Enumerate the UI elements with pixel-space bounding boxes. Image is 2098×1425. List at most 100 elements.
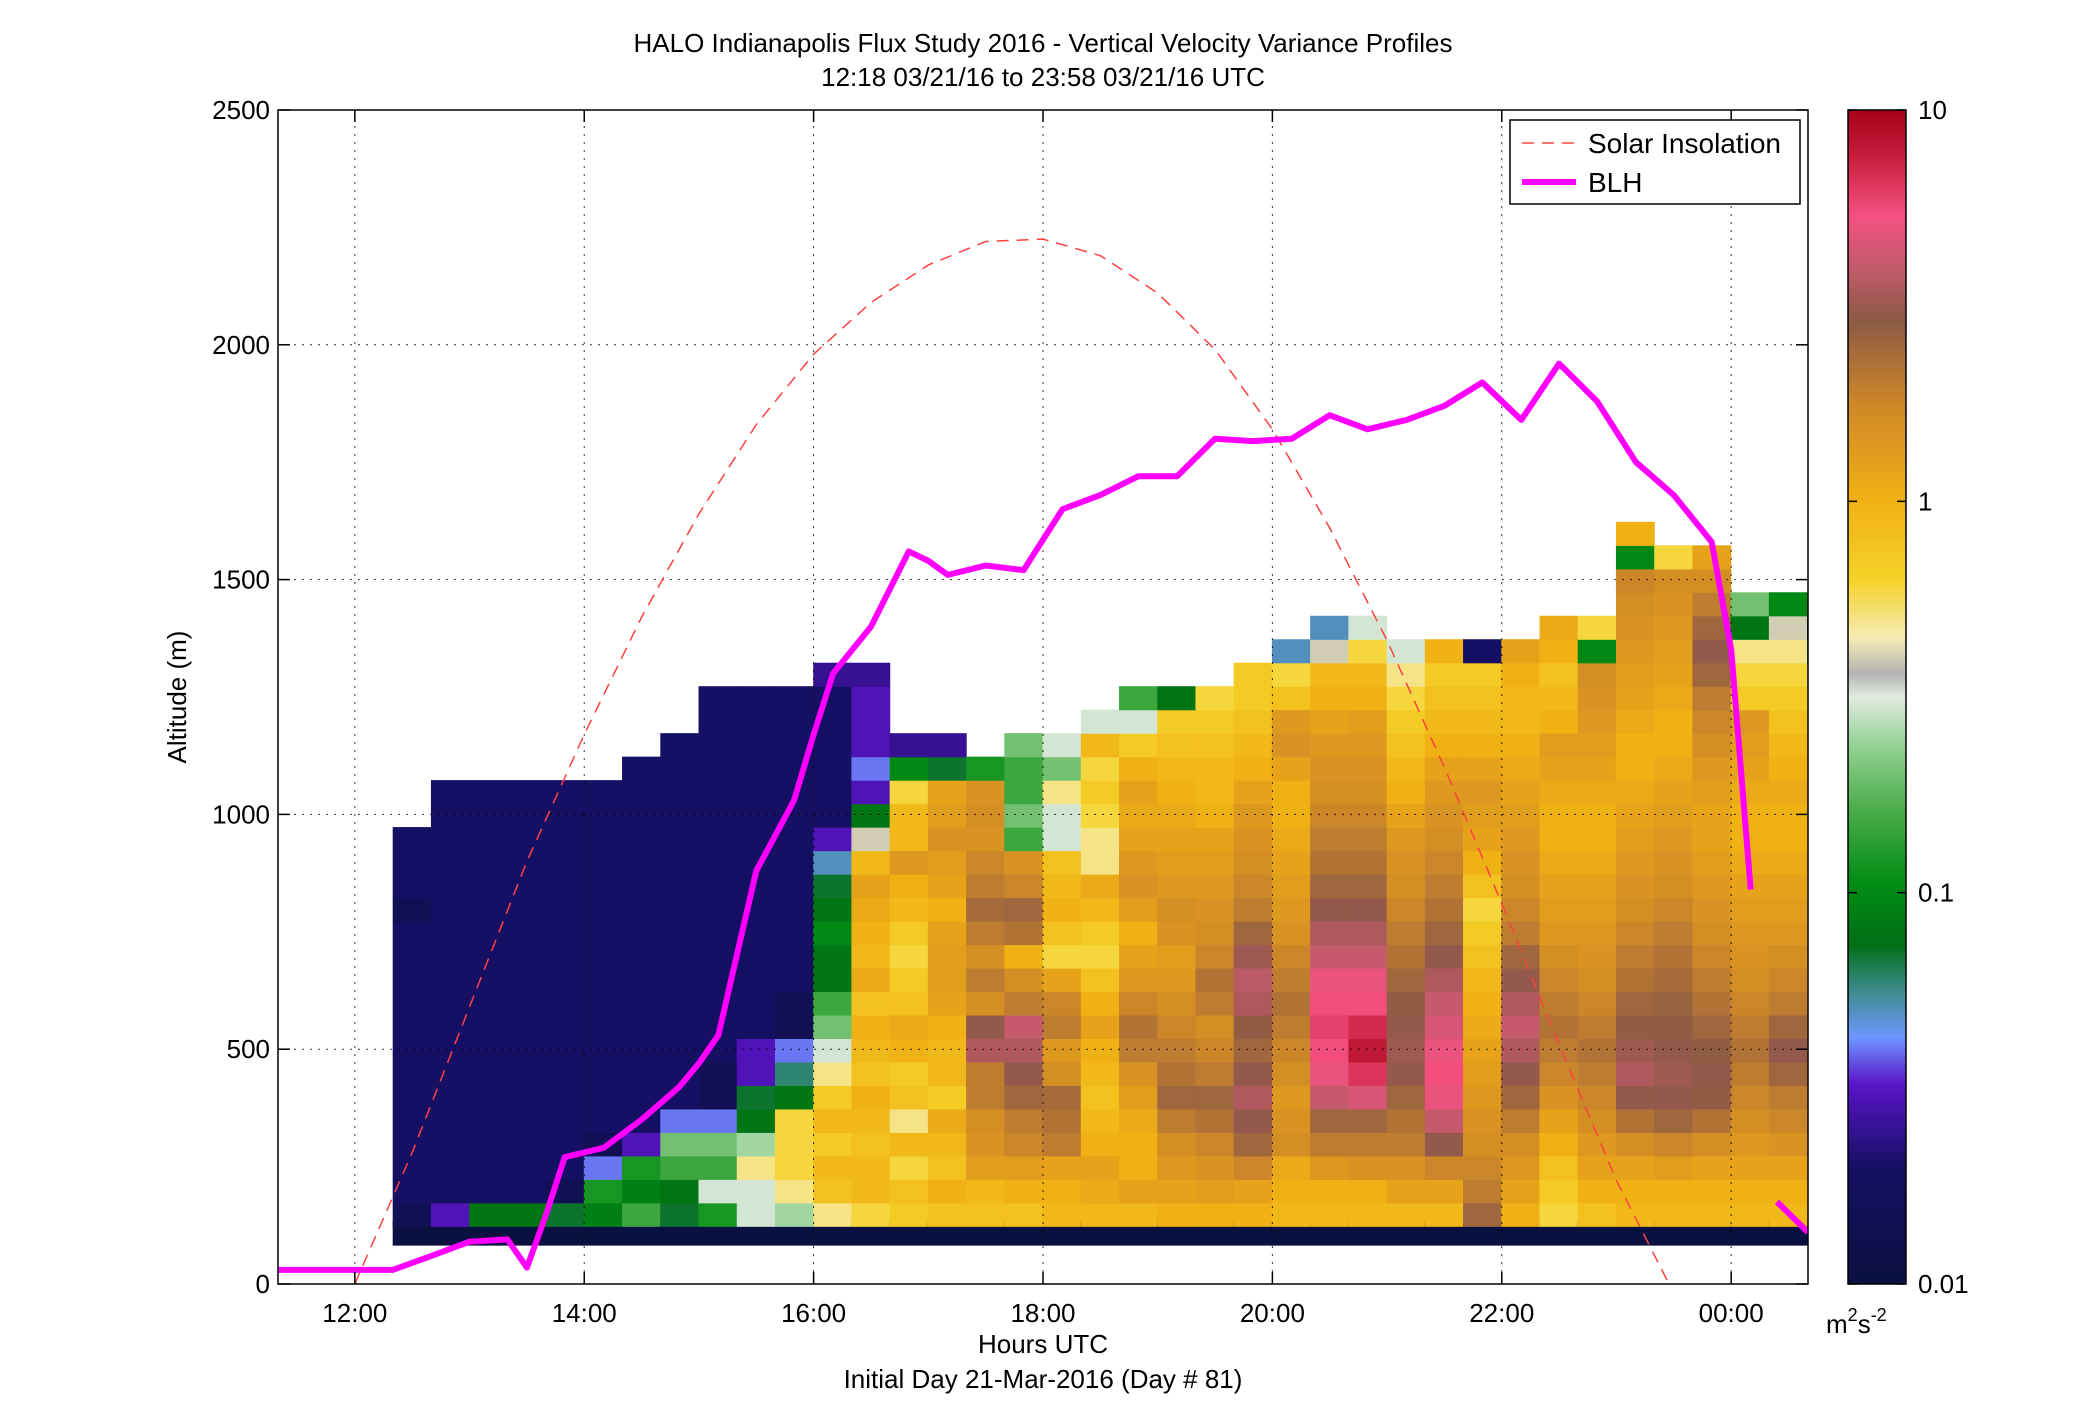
heatmap-cell bbox=[1004, 1155, 1044, 1180]
heatmap-cell bbox=[1080, 780, 1120, 805]
heatmap-cell bbox=[966, 1179, 1005, 1204]
heatmap-cell bbox=[966, 1108, 1005, 1133]
heatmap-cell bbox=[1157, 874, 1197, 899]
heatmap-cell bbox=[660, 1155, 700, 1180]
heatmap-cell bbox=[1004, 944, 1044, 969]
colorbar-fill bbox=[1848, 110, 1906, 1284]
heatmap-cell bbox=[622, 991, 661, 1016]
legend-box bbox=[1509, 119, 1801, 205]
heatmap-cell bbox=[1501, 1061, 1541, 1086]
chart-subtitle: 12:18 03/21/16 to 23:58 03/21/16 UTC bbox=[821, 62, 1265, 92]
heatmap-cell bbox=[1157, 897, 1197, 922]
heatmap-cell bbox=[1233, 733, 1273, 758]
heatmap-cell bbox=[1348, 1085, 1388, 1110]
heatmap-cell bbox=[1577, 827, 1617, 852]
heatmap-cell bbox=[1577, 897, 1617, 922]
heatmap-cell bbox=[1807, 639, 1808, 664]
heatmap-cell bbox=[1042, 850, 1082, 875]
heatmap-cell bbox=[1386, 639, 1426, 664]
heatmap-cell bbox=[1424, 733, 1464, 758]
heatmap-cell bbox=[1004, 874, 1044, 899]
heatmap-cell bbox=[1539, 662, 1579, 687]
heatmap-cell bbox=[1424, 686, 1464, 711]
heatmap-cell bbox=[545, 850, 585, 875]
heatmap-cell bbox=[660, 1132, 700, 1157]
heatmap-cell bbox=[1577, 1155, 1617, 1180]
heatmap-cell bbox=[1271, 733, 1311, 758]
heatmap-cell bbox=[1654, 1179, 1694, 1204]
heatmap-cell bbox=[1424, 850, 1464, 875]
heatmap-cell bbox=[1501, 1038, 1541, 1063]
heatmap-cell bbox=[851, 1061, 891, 1086]
heatmap-cell bbox=[851, 686, 891, 711]
heatmap-cell bbox=[1157, 1038, 1197, 1063]
heatmap-cell bbox=[1577, 662, 1617, 687]
heatmap-cell bbox=[774, 1014, 814, 1039]
heatmap-cell bbox=[927, 1132, 967, 1157]
x-tick-label: 16:00 bbox=[781, 1298, 846, 1328]
heatmap-cell bbox=[1539, 827, 1579, 852]
heatmap-cell bbox=[698, 1085, 738, 1110]
heatmap-cell bbox=[1080, 733, 1120, 758]
heatmap-cell bbox=[1386, 756, 1426, 781]
heatmap-cell bbox=[1692, 686, 1732, 711]
heatmap-cell bbox=[1157, 686, 1197, 711]
heatmap-cell bbox=[545, 1108, 585, 1133]
heatmap-cell bbox=[889, 1202, 929, 1227]
heatmap-cell bbox=[736, 1202, 776, 1227]
heatmap-cell bbox=[774, 1132, 814, 1157]
heatmap-cell bbox=[1119, 827, 1158, 852]
heatmap-cell bbox=[1348, 920, 1388, 946]
heatmap-cell bbox=[1501, 803, 1541, 828]
heatmap-cell bbox=[1730, 639, 1770, 664]
heatmap-cell bbox=[698, 1202, 738, 1227]
heatmap-cell bbox=[1463, 1155, 1502, 1180]
heatmap-cell bbox=[1310, 780, 1349, 805]
heatmap-cell bbox=[1922, 757, 1961, 781]
heatmap-cell bbox=[430, 1155, 470, 1180]
heatmap-cell bbox=[583, 1014, 623, 1039]
heatmap-cell bbox=[1577, 709, 1617, 734]
heatmap-cell bbox=[1730, 780, 1770, 805]
heatmap-cell bbox=[1501, 1155, 1541, 1180]
heatmap-cell bbox=[1463, 1179, 1502, 1204]
heatmap-cell bbox=[1807, 991, 1808, 1016]
heatmap-cell bbox=[583, 1038, 623, 1063]
heatmap-cell bbox=[1922, 1038, 1961, 1062]
heatmap-cell bbox=[1922, 1085, 1961, 1109]
heatmap-cell bbox=[1768, 920, 1808, 946]
heatmap-cell bbox=[1463, 733, 1502, 758]
heatmap-cell bbox=[1654, 1202, 1694, 1227]
heatmap-cell bbox=[1119, 874, 1158, 899]
heatmap-cell bbox=[1310, 639, 1349, 664]
heatmap-cell bbox=[1768, 1108, 1808, 1133]
heatmap-cell bbox=[698, 850, 738, 875]
heatmap-cell bbox=[583, 897, 623, 922]
blh-line bbox=[1774, 1199, 1808, 1235]
heatmap-cell bbox=[1692, 920, 1732, 946]
heatmap-cell bbox=[1233, 1108, 1273, 1133]
heatmap-cell bbox=[1271, 1014, 1311, 1039]
heatmap-cell bbox=[1615, 991, 1655, 1016]
heatmap-cell bbox=[1080, 756, 1120, 781]
heatmap-cell bbox=[813, 1014, 853, 1039]
heatmap-cell bbox=[1042, 920, 1082, 946]
heatmap-cell bbox=[392, 1038, 432, 1063]
heatmap-cell bbox=[469, 1155, 508, 1180]
heatmap-cell bbox=[851, 1179, 891, 1204]
heatmap-cell bbox=[1386, 662, 1426, 687]
heatmap-cell bbox=[1157, 920, 1197, 946]
heatmap-cell bbox=[1424, 709, 1464, 734]
heatmap-cell bbox=[1424, 1038, 1464, 1063]
heatmap-cell bbox=[660, 756, 700, 781]
heatmap-cell bbox=[1692, 850, 1732, 875]
heatmap-cell bbox=[1080, 827, 1120, 852]
heatmap-cell bbox=[1501, 1085, 1541, 1110]
heatmap-cell bbox=[1424, 1155, 1464, 1180]
heatmap-cell bbox=[1386, 991, 1426, 1016]
heatmap-cell bbox=[1157, 1132, 1197, 1157]
heatmap-cell bbox=[1348, 733, 1388, 758]
heatmap-cell bbox=[1577, 615, 1617, 640]
heatmap-cell bbox=[1042, 1202, 1082, 1227]
heatmap-cell bbox=[1119, 920, 1158, 946]
